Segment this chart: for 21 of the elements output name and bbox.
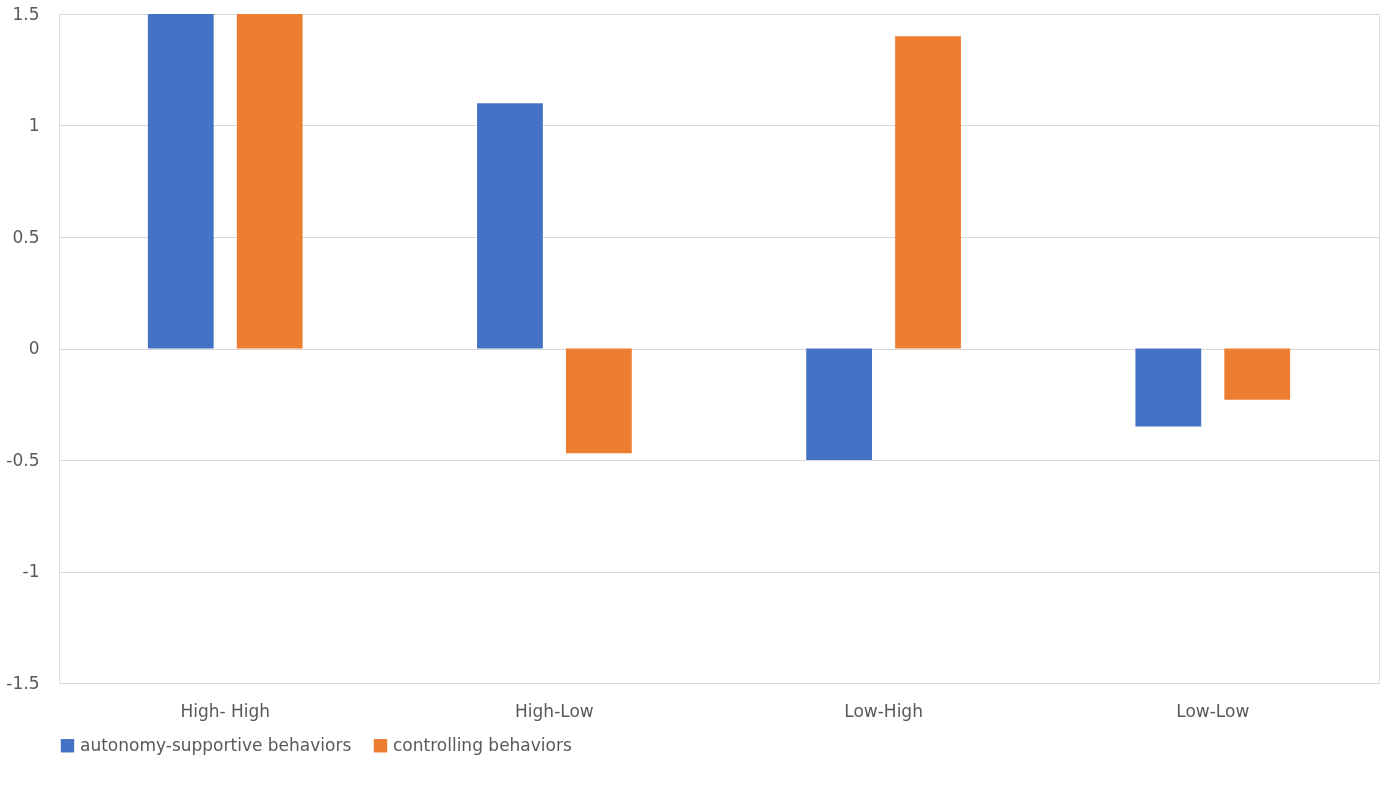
bar xyxy=(236,14,303,349)
x-tick-label: Low-Low xyxy=(1176,700,1250,721)
bar xyxy=(477,103,543,349)
x-tick-label: High-Low xyxy=(515,700,594,721)
y-tick-label: -1 xyxy=(22,561,40,581)
y-tick-label: -0.5 xyxy=(6,449,40,470)
y-tick-label: 0 xyxy=(28,338,40,358)
y-tick-label: 1 xyxy=(28,115,40,135)
bar xyxy=(895,36,961,349)
y-tick-label: -1.5 xyxy=(6,672,40,693)
legend-label: controlling behaviors xyxy=(393,734,572,755)
legend-label: autonomy-supportive behaviors xyxy=(80,734,352,755)
y-tick-label: 1.5 xyxy=(12,3,40,24)
bar xyxy=(1224,348,1291,400)
y-tick-label: 0.5 xyxy=(12,226,40,247)
x-tick-label: Low-High xyxy=(844,700,923,721)
bar xyxy=(806,348,873,460)
bar xyxy=(147,14,214,349)
x-tick-label: High- High xyxy=(180,700,271,721)
bar xyxy=(1135,348,1202,427)
bar xyxy=(565,348,632,454)
